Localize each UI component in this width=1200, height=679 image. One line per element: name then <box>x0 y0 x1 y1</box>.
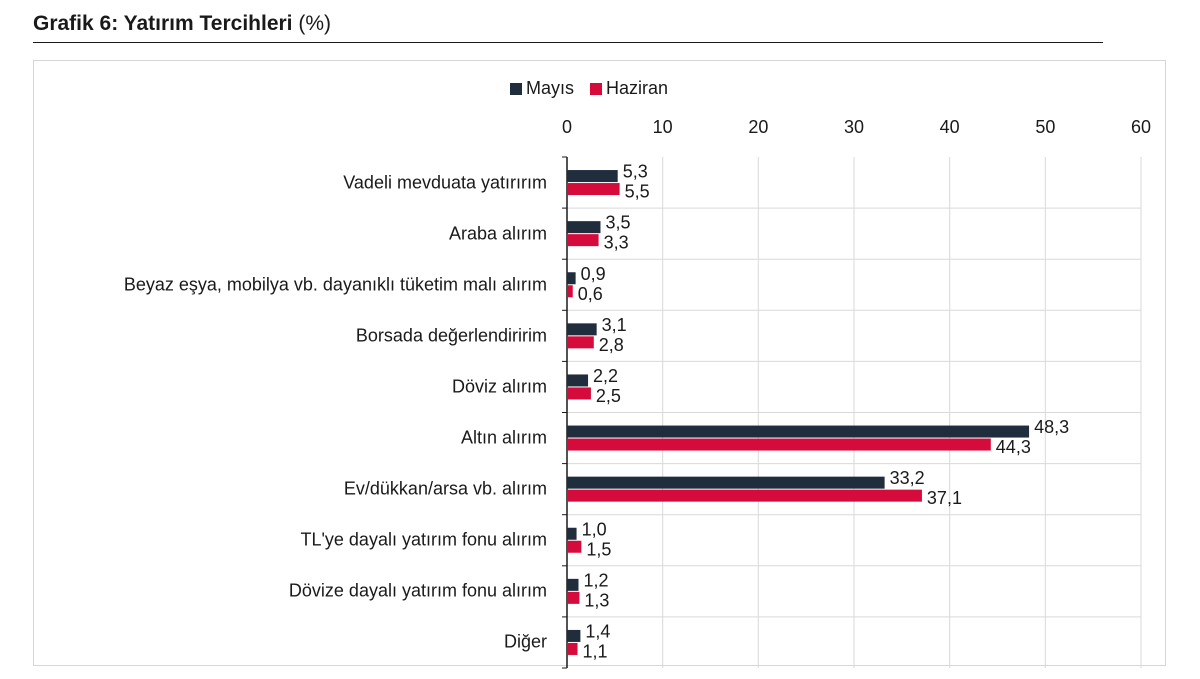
bar-mayis <box>567 323 597 336</box>
category-label: Vadeli mevduata yatırırım <box>343 172 547 193</box>
data-label-mayis: 2,2 <box>593 366 618 386</box>
bar-mayis <box>567 629 581 642</box>
bar-mayis <box>567 476 885 489</box>
bar-haziran <box>567 540 582 553</box>
bar-haziran <box>567 642 578 655</box>
data-label-haziran: 1,3 <box>584 590 609 610</box>
legend-swatch-haziran <box>590 82 603 95</box>
bar-haziran <box>567 387 591 400</box>
data-label-mayis: 1,0 <box>582 519 607 539</box>
x-tick-label: 10 <box>653 117 673 137</box>
bar-mayis <box>567 221 601 234</box>
data-label-mayis: 0,9 <box>581 264 606 284</box>
chart-title: Grafik 6: Yatırım Tercihleri (%) <box>33 12 331 36</box>
x-tick-label: 50 <box>1035 117 1055 137</box>
bar-mayis <box>567 170 618 183</box>
bar-haziran <box>567 285 573 298</box>
data-label-haziran: 2,8 <box>599 335 624 355</box>
x-tick-label: 60 <box>1131 117 1151 137</box>
category-label: Beyaz eşya, mobilya vb. dayanıklı tüketi… <box>123 274 547 295</box>
legend-label-mayis: Mayıs <box>526 78 575 98</box>
bar-haziran <box>567 183 620 196</box>
bar-haziran <box>567 489 922 502</box>
data-label-mayis: 33,2 <box>890 468 925 488</box>
bar-mayis <box>567 374 589 387</box>
chart-title-main: Grafik 6: Yatırım Tercihleri <box>33 12 293 35</box>
category-label: Döviz alırım <box>451 376 547 397</box>
data-label-haziran: 3,3 <box>604 233 629 253</box>
data-label-mayis: 1,2 <box>583 570 608 590</box>
data-label-mayis: 3,1 <box>602 315 627 335</box>
legend-swatch-mayis <box>510 82 522 95</box>
chart-frame <box>33 60 1166 666</box>
data-label-mayis: 5,3 <box>623 162 648 182</box>
category-label: Altın alırım <box>460 427 547 448</box>
data-label-haziran: 5,5 <box>625 182 650 202</box>
legend-item-haziran: Haziran <box>590 78 668 99</box>
chart-legend: Mayıs Haziran <box>510 78 684 99</box>
data-label-haziran: 37,1 <box>927 488 962 508</box>
bar-haziran <box>567 234 599 247</box>
data-label-haziran: 0,6 <box>578 284 603 304</box>
bar-mayis <box>567 425 1030 438</box>
bar-mayis <box>567 527 577 540</box>
bar-mayis <box>567 578 579 591</box>
legend-label-haziran: Haziran <box>606 78 669 98</box>
bar-haziran <box>567 336 594 349</box>
data-label-mayis: 3,5 <box>605 213 630 233</box>
data-label-haziran: 2,5 <box>596 386 621 406</box>
data-label-mayis: 48,3 <box>1034 417 1069 437</box>
chart-title-unit: (%) <box>298 12 332 35</box>
data-label-haziran: 1,1 <box>583 641 608 661</box>
category-label: Araba alırım <box>448 223 547 244</box>
legend-item-mayis: Mayıs <box>510 78 574 99</box>
bar-haziran <box>567 591 580 604</box>
bar-haziran <box>567 438 991 451</box>
category-label: Diğer <box>503 631 547 652</box>
bar-mayis <box>567 272 576 285</box>
data-label-haziran: 44,3 <box>996 437 1031 457</box>
category-label: Borsada değerlendiririm <box>355 325 547 346</box>
x-tick-label: 40 <box>940 117 960 137</box>
category-label: Dövize dayalı yatırım fonu alırım <box>288 580 547 601</box>
data-label-haziran: 1,5 <box>586 539 611 559</box>
x-tick-label: 0 <box>562 117 572 137</box>
x-tick-label: 30 <box>844 117 864 137</box>
category-label: Ev/dükkan/arsa vb. alırım <box>343 478 547 499</box>
chart-title-bar: Grafik 6: Yatırım Tercihleri (%) <box>33 8 1103 43</box>
data-label-mayis: 1,4 <box>585 621 610 641</box>
category-label: TL'ye dayalı yatırım fonu alırım <box>300 529 547 550</box>
x-tick-label: 20 <box>748 117 768 137</box>
